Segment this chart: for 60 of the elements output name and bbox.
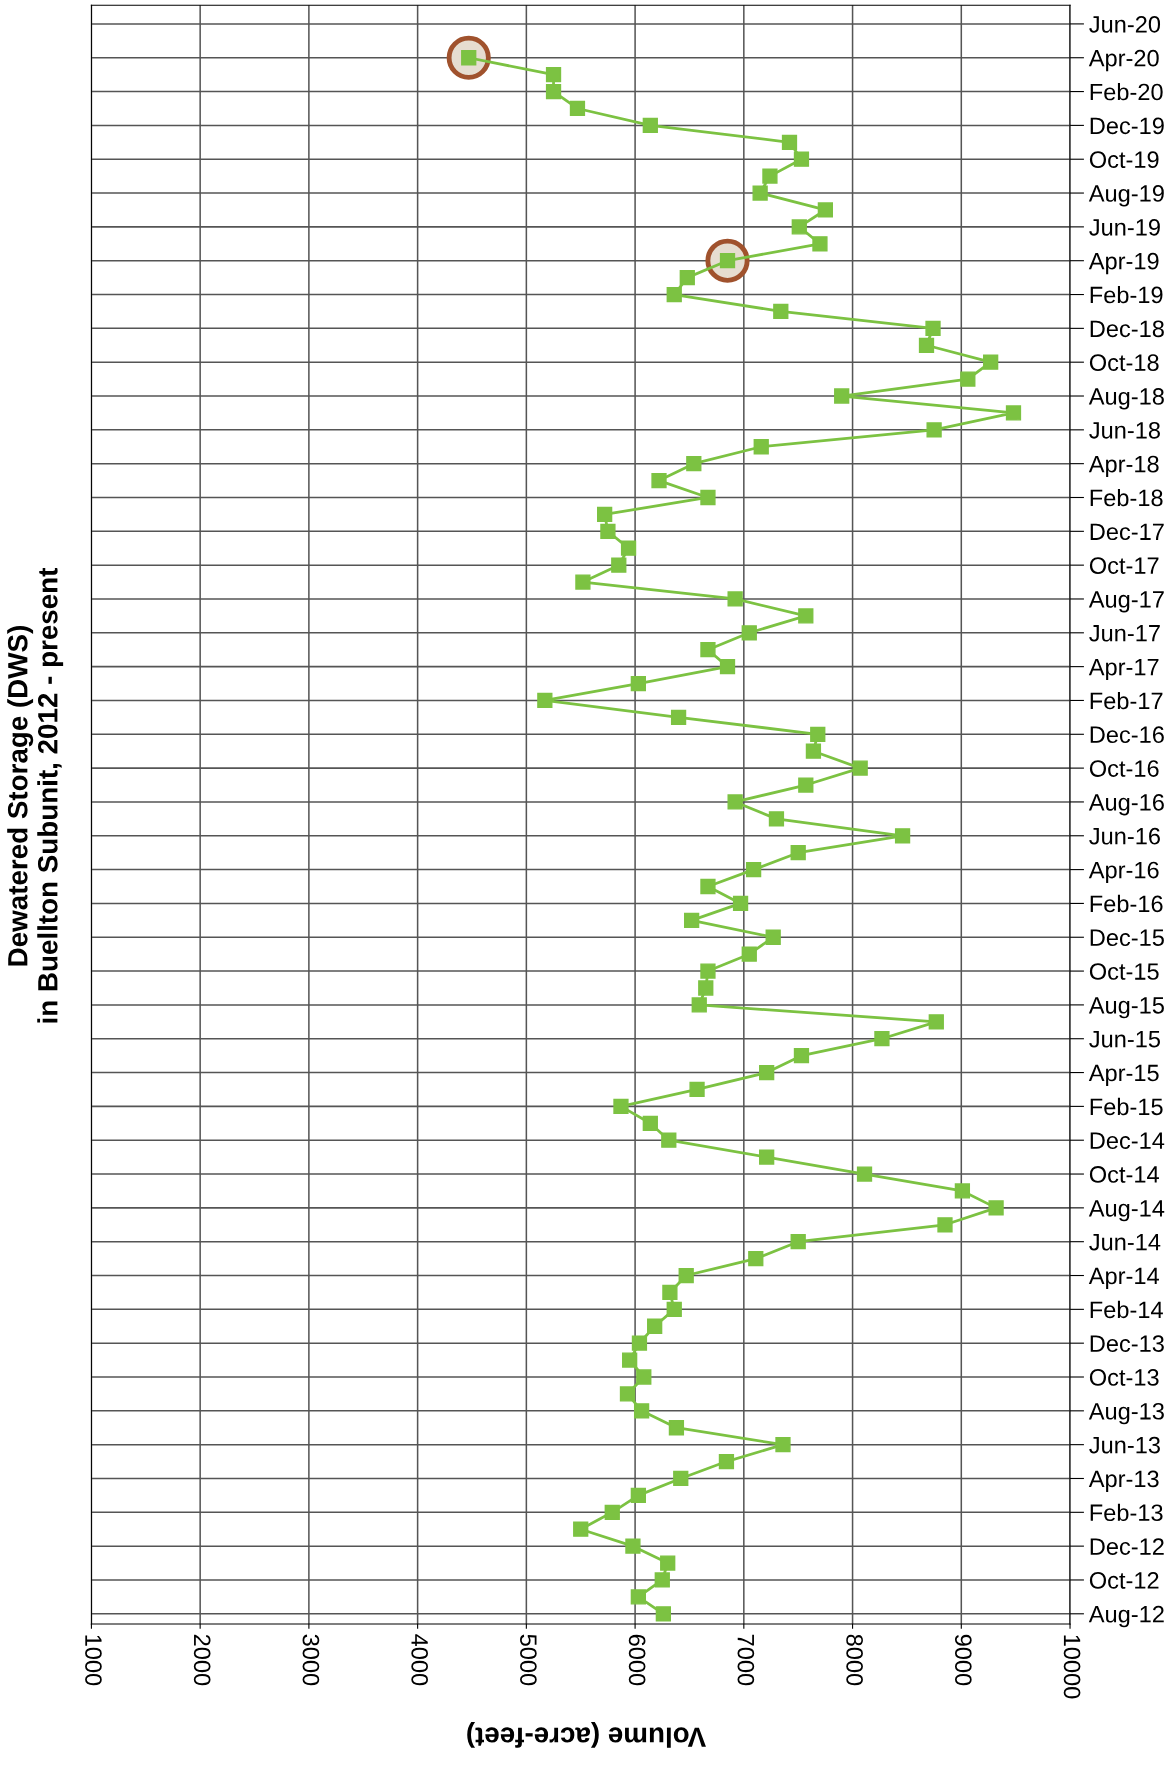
y-tick-label: Jun-18	[1089, 421, 1160, 439]
y-tick-label: Feb-14	[1090, 1300, 1163, 1319]
y-tick-label: Feb-18	[1090, 488, 1163, 507]
y-tick-label: Jun-14	[1089, 1234, 1161, 1251]
y-tick-label: Aug-15	[1088, 997, 1164, 1019]
y-tick-label: Jun-17	[1089, 625, 1160, 642]
y-tick-label: Jun-13	[1089, 1436, 1160, 1454]
y-tick-label: Apr-13	[1088, 1470, 1159, 1492]
x-tick-label: 10000	[1063, 1635, 1081, 1699]
y-tick-label: Feb-17	[1090, 691, 1163, 710]
text: Dewatered Storage (DWS) in Buellton Subunit, 2012 - present	[7, 567, 64, 1023]
x-tick-label: 5000	[520, 1634, 537, 1686]
y-tick-label: Dec-15	[1090, 929, 1164, 947]
y-tick-label: Apr-20	[1088, 49, 1159, 72]
y-tick-label: Aug-19	[1088, 185, 1164, 207]
y-tick-label: Dec-12	[1090, 1538, 1164, 1555]
y-tick-label: Apr-18	[1088, 455, 1159, 478]
y-tick-label: Oct-19	[1089, 151, 1159, 169]
y-tick-label: Oct-17	[1089, 557, 1159, 574]
x-tick-label: 7000	[737, 1634, 755, 1686]
y-tick-label: Feb-13	[1090, 1503, 1163, 1522]
x-tick-label: 8000	[846, 1634, 863, 1686]
y-tick-label: Apr-15	[1088, 1064, 1159, 1087]
y-tick-label: Oct-16	[1089, 760, 1159, 777]
x-tick-label: 9000	[954, 1634, 972, 1686]
x-axis-title: Volume (acre-feet)	[467, 1721, 706, 1748]
y-tick-label: Apr-17	[1088, 658, 1159, 681]
y-tick-label: Dec-16	[1090, 726, 1164, 744]
x-tick-label: 3000	[302, 1634, 320, 1686]
x-tick-label: 4000	[411, 1634, 428, 1686]
x-tick-label: 2000	[193, 1634, 211, 1686]
y-tick-label: Aug-14	[1088, 1200, 1165, 1222]
y-tick-label: Feb-16	[1090, 894, 1163, 913]
y-tick-label: Oct-18	[1089, 354, 1159, 371]
y-tick-label: Aug-13	[1088, 1402, 1164, 1425]
y-tick-label: Dec-19	[1090, 117, 1164, 135]
y-tick-label: Feb-19	[1090, 285, 1163, 304]
y-tick-label: Oct-15	[1089, 963, 1159, 980]
y-tick-label: Apr-19	[1088, 252, 1159, 275]
y-tick-label: Oct-14	[1089, 1166, 1159, 1183]
y-tick-label: Aug-17	[1088, 591, 1164, 613]
y-tick-label: Apr-16	[1088, 861, 1159, 884]
y-tick-label: Oct-12	[1089, 1572, 1159, 1589]
y-tick-label: Feb-20	[1090, 83, 1163, 101]
x-tick-label: 1000	[85, 1635, 102, 1686]
y-tick-label: Aug-16	[1088, 794, 1164, 816]
x-tick-label: 6000	[628, 1634, 646, 1686]
y-tick-label: Dec-17	[1090, 523, 1164, 541]
y-tick-label: Apr-14	[1088, 1267, 1159, 1289]
y-tick-label: Jun-16	[1089, 827, 1160, 845]
y-tick-label: Oct-13	[1089, 1369, 1159, 1386]
y-tick-label: Dec-14	[1090, 1132, 1165, 1149]
y-tick-label: Jun-15	[1089, 1031, 1160, 1048]
y-tick-label: Aug-12	[1088, 1605, 1164, 1628]
y-tick-label: Dec-18	[1090, 320, 1164, 338]
y-tick-label: Aug-18	[1088, 388, 1164, 410]
y-tick-label: Feb-15	[1090, 1097, 1163, 1116]
y-tick-label: Jun-19	[1089, 218, 1160, 236]
y-tick-label: Dec-13	[1090, 1335, 1164, 1352]
y-tick-label: Jun-20	[1089, 15, 1161, 33]
